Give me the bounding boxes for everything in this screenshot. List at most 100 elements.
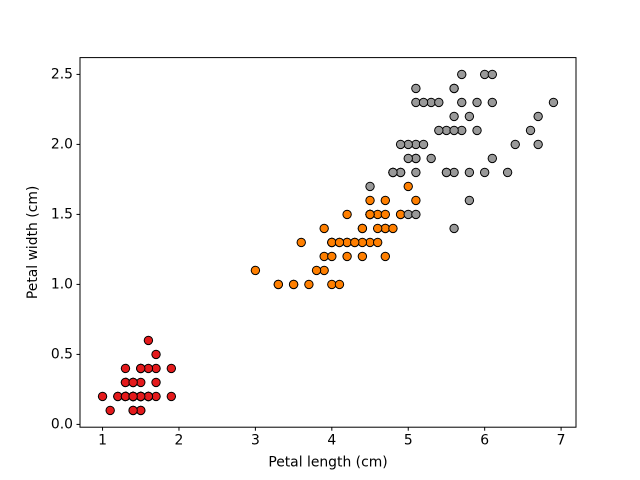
data-point: [411, 195, 421, 206]
data-point: [357, 251, 368, 262]
data-point: [464, 167, 475, 178]
series-gray-cluster: [365, 69, 559, 234]
data-point: [441, 167, 452, 178]
data-point: [120, 363, 131, 374]
data-point: [479, 69, 490, 80]
data-point: [472, 125, 482, 136]
data-point: [304, 279, 314, 290]
y-tick-label: 0.0: [51, 416, 73, 432]
data-point: [319, 251, 329, 262]
y-tick-label: 0.5: [51, 346, 73, 362]
data-point: [350, 237, 360, 248]
y-tick-label: 2.5: [51, 66, 73, 82]
data-point: [327, 237, 337, 248]
data-point: [533, 111, 543, 122]
data-point: [365, 195, 375, 206]
data-point: [479, 167, 490, 178]
data-point: [143, 363, 154, 374]
data-point: [487, 153, 498, 164]
data-point: [357, 237, 368, 248]
data-point: [120, 391, 131, 402]
data-point: [151, 349, 161, 360]
data-point: [449, 83, 459, 94]
data-point: [120, 377, 131, 388]
data-point: [319, 265, 329, 276]
data-point: [411, 97, 421, 108]
y-axis-label: Petal width (cm): [25, 186, 41, 299]
data-point: [128, 405, 138, 416]
data-point: [143, 335, 154, 346]
data-point: [395, 209, 406, 220]
data-point: [449, 111, 459, 122]
data-point: [380, 251, 391, 262]
data-point: [273, 279, 284, 290]
data-point: [372, 209, 383, 220]
data-point: [128, 377, 138, 388]
data-point: [411, 209, 421, 220]
data-point: [403, 153, 413, 164]
data-points-layer: [97, 69, 559, 416]
data-point: [380, 195, 391, 206]
data-point: [464, 111, 475, 122]
data-point: [334, 279, 345, 290]
data-point: [97, 391, 108, 402]
data-point: [136, 391, 146, 402]
data-point: [327, 279, 337, 290]
data-point: [143, 391, 154, 402]
data-point: [151, 391, 161, 402]
data-point: [250, 265, 261, 276]
y-tick-label: 1.5: [51, 206, 73, 222]
x-axis: 1 2 3 4 5 6 7: [98, 427, 566, 448]
data-point: [136, 405, 146, 416]
data-point: [434, 97, 444, 108]
data-point: [388, 223, 398, 234]
data-point: [464, 195, 475, 206]
data-point: [105, 405, 115, 416]
data-point: [441, 125, 452, 136]
data-point: [380, 209, 391, 220]
data-point: [136, 363, 146, 374]
y-axis: 0.0 0.5 1.0 1.5 2.0 2.5: [51, 66, 80, 432]
data-point: [487, 69, 498, 80]
data-point: [151, 377, 161, 388]
data-point: [418, 97, 429, 108]
data-point: [288, 279, 299, 290]
data-point: [411, 83, 421, 94]
data-point: [525, 125, 536, 136]
data-point: [334, 237, 345, 248]
data-point: [457, 125, 467, 136]
data-point: [449, 125, 459, 136]
data-point: [365, 181, 375, 192]
data-point: [449, 167, 459, 178]
x-axis-label: Petal length (cm): [268, 455, 387, 471]
data-point: [487, 97, 498, 108]
data-point: [327, 251, 337, 262]
data-point: [357, 223, 368, 234]
x-tick-label: 4: [327, 432, 336, 448]
y-tick-label: 2.0: [51, 136, 73, 152]
data-point: [151, 363, 161, 374]
data-point: [365, 209, 375, 220]
data-point: [548, 97, 559, 108]
data-point: [449, 223, 459, 234]
data-point: [395, 167, 406, 178]
y-tick-label: 1.0: [51, 276, 73, 292]
data-point: [372, 237, 383, 248]
data-point: [166, 363, 177, 374]
data-point: [380, 223, 391, 234]
data-point: [166, 391, 177, 402]
data-point: [311, 265, 322, 276]
data-point: [403, 139, 413, 150]
data-point: [365, 237, 375, 248]
data-point: [319, 223, 329, 234]
x-tick-label: 2: [175, 432, 184, 448]
data-point: [403, 209, 413, 220]
data-point: [342, 251, 352, 262]
data-point: [395, 139, 406, 150]
x-tick-label: 6: [480, 432, 489, 448]
data-point: [426, 97, 436, 108]
x-tick-label: 7: [557, 432, 566, 448]
data-point: [372, 223, 383, 234]
